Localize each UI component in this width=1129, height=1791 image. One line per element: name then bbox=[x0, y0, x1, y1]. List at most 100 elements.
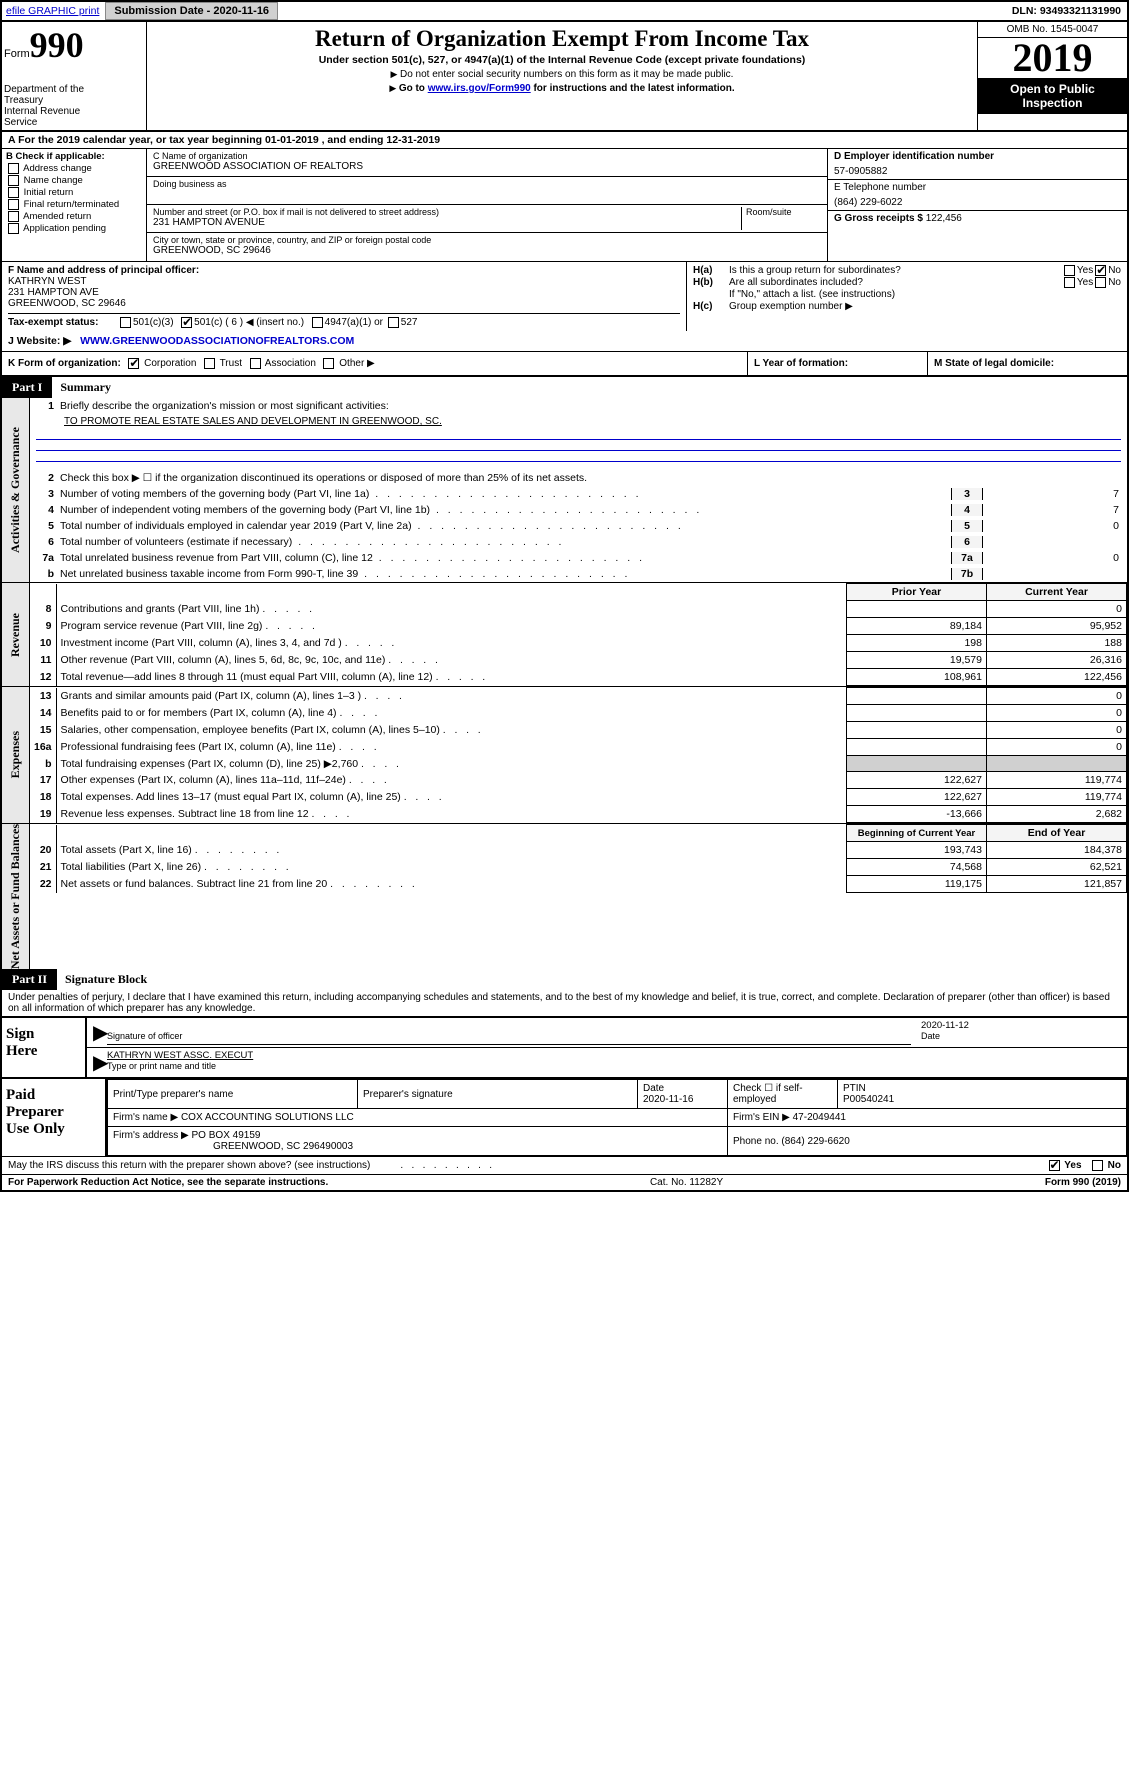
table-row: 16aProfessional fundraising fees (Part I… bbox=[30, 739, 1127, 756]
chk-527[interactable] bbox=[388, 317, 399, 328]
chk-501c3[interactable] bbox=[120, 317, 131, 328]
activities-governance: Activities & Governance 1Briefly describ… bbox=[2, 398, 1127, 582]
paid-preparer-label: PaidPreparerUse Only bbox=[2, 1079, 107, 1156]
chk-trust[interactable] bbox=[204, 358, 215, 369]
note-ssn: Do not enter social security numbers on … bbox=[155, 69, 969, 80]
table-row: bTotal fundraising expenses (Part IX, co… bbox=[30, 756, 1127, 772]
form-number: 990 bbox=[30, 25, 84, 65]
table-row: 9Program service revenue (Part VIII, lin… bbox=[30, 618, 1127, 635]
top-bar: efile GRAPHIC print Submission Date - 20… bbox=[2, 2, 1127, 22]
bottom-row: For Paperwork Reduction Act Notice, see … bbox=[2, 1174, 1127, 1190]
chk-discuss-no[interactable] bbox=[1092, 1160, 1103, 1171]
sign-here-section: SignHere ▶ Signature of officer 2020-11-… bbox=[2, 1016, 1127, 1077]
table-row: 15Salaries, other compensation, employee… bbox=[30, 722, 1127, 739]
header: Form990 Department of theTreasuryInterna… bbox=[2, 22, 1127, 132]
entity-right: D Employer identification number 57-0905… bbox=[827, 149, 1127, 261]
gross-receipts: 122,456 bbox=[926, 213, 962, 224]
phone-value: (864) 229-6022 bbox=[834, 197, 1121, 208]
part1-header: Part I Summary bbox=[2, 377, 1127, 398]
revenue-rows: 8Contributions and grants (Part VIII, li… bbox=[30, 601, 1127, 686]
header-middle: Return of Organization Exempt From Incom… bbox=[147, 22, 977, 130]
table-row: 10Investment income (Part VIII, column (… bbox=[30, 635, 1127, 652]
table-row: 12Total revenue—add lines 8 through 11 (… bbox=[30, 669, 1127, 686]
check-if-applicable: B Check if applicable: Address change Na… bbox=[2, 149, 147, 261]
arrow-icon: ▶ bbox=[93, 1050, 107, 1075]
chk-ha-no[interactable] bbox=[1095, 265, 1106, 276]
entity-section: B Check if applicable: Address change Na… bbox=[2, 149, 1127, 261]
firm-phone: (864) 229-6620 bbox=[781, 1136, 849, 1147]
header-left: Form990 Department of theTreasuryInterna… bbox=[2, 22, 147, 130]
officer-group-row: F Name and address of principal officer:… bbox=[2, 261, 1127, 331]
table-row: 14Benefits paid to or for members (Part … bbox=[30, 705, 1127, 722]
chk-amended-return[interactable]: Amended return bbox=[6, 211, 142, 222]
form-label: Form bbox=[4, 48, 30, 60]
firm-address: PO BOX 49159 bbox=[192, 1130, 261, 1141]
form-title: Return of Organization Exempt From Incom… bbox=[155, 26, 969, 52]
expenses-table: 13Grants and similar amounts paid (Part … bbox=[30, 687, 1127, 823]
department-label: Department of theTreasuryInternal Revenu… bbox=[4, 84, 144, 128]
chk-address-change[interactable]: Address change bbox=[6, 163, 142, 174]
table-row: 21Total liabilities (Part X, line 26) . … bbox=[30, 859, 1127, 876]
chk-501c[interactable] bbox=[181, 317, 192, 328]
sign-date: 2020-11-12 bbox=[921, 1020, 969, 1031]
efile-link[interactable]: efile GRAPHIC print bbox=[2, 3, 103, 19]
chk-application-pending[interactable]: Application pending bbox=[6, 223, 142, 234]
entity-middle: C Name of organization GREENWOOD ASSOCIA… bbox=[147, 149, 827, 261]
open-public-badge: Open to Public Inspection bbox=[978, 78, 1127, 114]
vtab-revenue: Revenue bbox=[8, 613, 23, 657]
revenue-table: Prior YearCurrent Year 8Contributions an… bbox=[30, 583, 1127, 686]
header-right: OMB No. 1545-0047 2019 Open to Public In… bbox=[977, 22, 1127, 130]
vtab-expenses: Expenses bbox=[8, 731, 23, 778]
chk-name-change[interactable]: Name change bbox=[6, 175, 142, 186]
vtab-governance: Activities & Governance bbox=[8, 427, 23, 553]
group-block: H(a) Is this a group return for subordin… bbox=[687, 262, 1127, 331]
chk-other[interactable] bbox=[323, 358, 334, 369]
officer-name: KATHRYN WEST bbox=[8, 276, 87, 287]
vtab-netassets: Net Assets or Fund Balances bbox=[8, 824, 23, 969]
irs-link[interactable]: www.irs.gov/Form990 bbox=[428, 83, 531, 94]
arrow-icon: ▶ bbox=[93, 1020, 107, 1045]
chk-discuss-yes[interactable] bbox=[1049, 1160, 1060, 1171]
chk-hb-no[interactable] bbox=[1095, 277, 1106, 288]
officer-block: F Name and address of principal officer:… bbox=[2, 262, 687, 331]
chk-assoc[interactable] bbox=[250, 358, 261, 369]
chk-initial-return[interactable]: Initial return bbox=[6, 187, 142, 198]
table-row: 20Total assets (Part X, line 16) . . . .… bbox=[30, 842, 1127, 859]
firm-ein: 47-2049441 bbox=[793, 1112, 846, 1123]
chk-hb-yes[interactable] bbox=[1064, 277, 1075, 288]
part2-header: Part II Signature Block bbox=[2, 969, 1127, 990]
ein-value: 57-0905882 bbox=[834, 166, 1121, 177]
expenses-rows: 13Grants and similar amounts paid (Part … bbox=[30, 688, 1127, 823]
note-goto: Go to www.irs.gov/Form990 for instructio… bbox=[155, 83, 969, 94]
table-row: 8Contributions and grants (Part VIII, li… bbox=[30, 601, 1127, 618]
netassets-rows: 20Total assets (Part X, line 16) . . . .… bbox=[30, 842, 1127, 893]
table-row: 17Other expenses (Part IX, column (A), l… bbox=[30, 772, 1127, 789]
website-row: J Website: ▶ WWW.GREENWOODASSOCIATIONOFR… bbox=[2, 331, 1127, 352]
officer-name-title: KATHRYN WEST ASSC. EXECUT bbox=[107, 1050, 253, 1061]
cat-no: Cat. No. 11282Y bbox=[650, 1177, 723, 1188]
mission-text: TO PROMOTE REAL ESTATE SALES AND DEVELOP… bbox=[30, 414, 1127, 429]
org-name: GREENWOOD ASSOCIATION OF REALTORS bbox=[153, 161, 821, 172]
ptin: P00540241 bbox=[843, 1094, 894, 1105]
submission-date-button[interactable]: Submission Date - 2020-11-16 bbox=[105, 2, 278, 20]
chk-corp[interactable] bbox=[128, 358, 139, 369]
city-state-zip: GREENWOOD, SC 29646 bbox=[153, 245, 821, 256]
form-subtitle: Under section 501(c), 527, or 4947(a)(1)… bbox=[155, 54, 969, 66]
website-link[interactable]: WWW.GREENWOODASSOCIATIONOFREALTORS.COM bbox=[80, 335, 354, 347]
table-row: 11Other revenue (Part VIII, column (A), … bbox=[30, 652, 1127, 669]
period-row: A For the 2019 calendar year, or tax yea… bbox=[2, 132, 1127, 149]
form-container: efile GRAPHIC print Submission Date - 20… bbox=[0, 0, 1129, 1192]
gov-lines: 3Number of voting members of the governi… bbox=[30, 486, 1127, 582]
table-row: 19Revenue less expenses. Subtract line 1… bbox=[30, 806, 1127, 823]
dln-label: DLN: 93493321131990 bbox=[1006, 3, 1127, 19]
tax-year: 2019 bbox=[978, 38, 1127, 78]
chk-4947[interactable] bbox=[312, 317, 323, 328]
sign-here-label: SignHere bbox=[2, 1018, 87, 1077]
chk-ha-yes[interactable] bbox=[1064, 265, 1075, 276]
declaration-text: Under penalties of perjury, I declare th… bbox=[2, 990, 1127, 1016]
expenses-section: Expenses 13Grants and similar amounts pa… bbox=[2, 686, 1127, 823]
korg-row: K Form of organization: Corporation Trus… bbox=[2, 352, 1127, 377]
chk-final-return[interactable]: Final return/terminated bbox=[6, 199, 142, 210]
netassets-table: Beginning of Current YearEnd of Year 20T… bbox=[30, 824, 1127, 893]
table-row: 13Grants and similar amounts paid (Part … bbox=[30, 688, 1127, 705]
